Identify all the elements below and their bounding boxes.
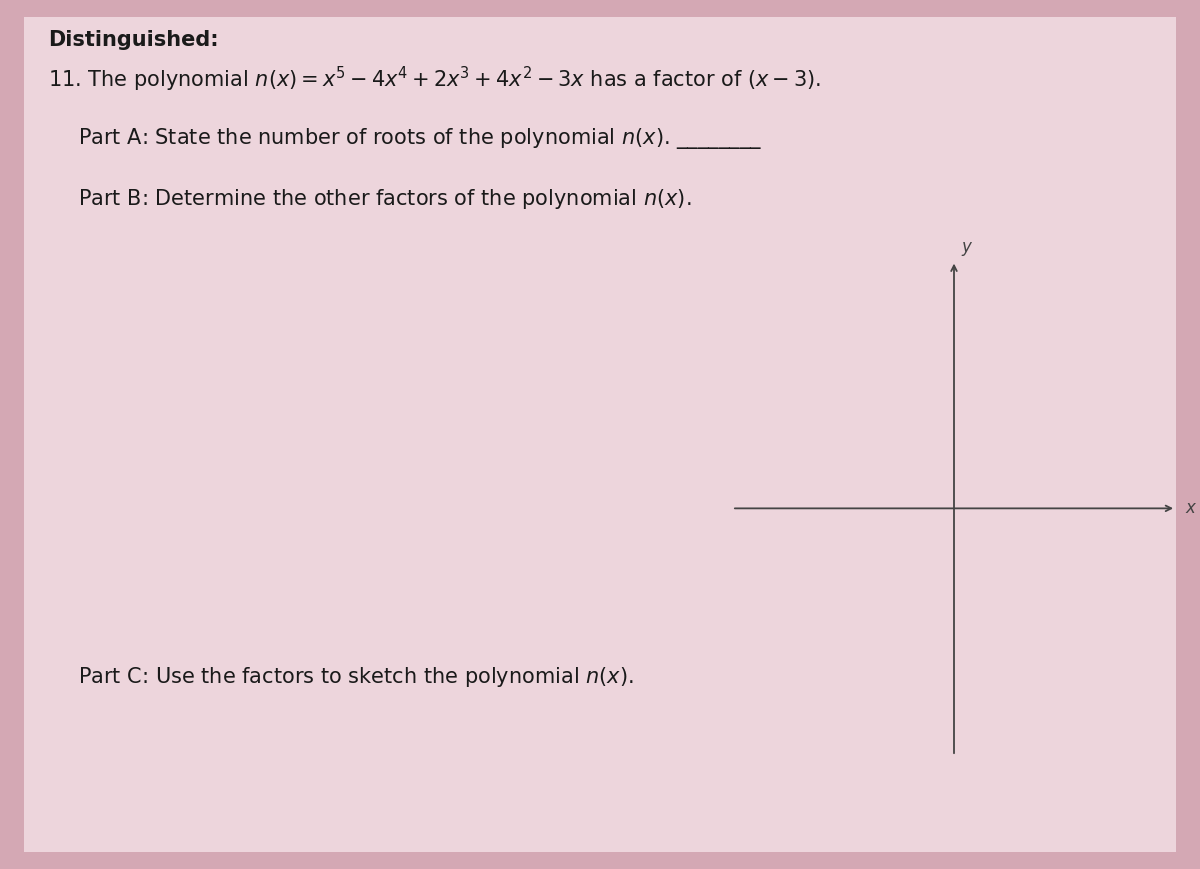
Text: Part A: State the number of roots of the polynomial $n(x)$. ________: Part A: State the number of roots of the… (78, 126, 762, 151)
Text: y: y (961, 238, 971, 256)
Text: Distinguished:: Distinguished: (48, 30, 218, 50)
Text: 11. The polynomial $n(x) = x^5 - 4x^4 + 2x^3 + 4x^2 - 3x$ has a factor of $(x-3): 11. The polynomial $n(x) = x^5 - 4x^4 + … (48, 65, 821, 95)
Text: Part C: Use the factors to sketch the polynomial $n(x)$.: Part C: Use the factors to sketch the po… (78, 665, 634, 689)
Text: x: x (1186, 500, 1195, 517)
Text: Part B: Determine the other factors of the polynomial $n(x)$.: Part B: Determine the other factors of t… (78, 187, 691, 211)
